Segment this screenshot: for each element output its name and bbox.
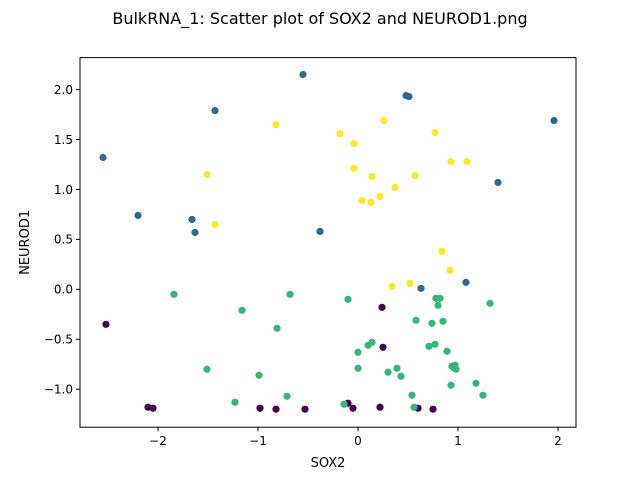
x-tick-label: −1	[249, 434, 267, 448]
x-tick-label: 0	[354, 434, 362, 448]
scatter-point	[429, 405, 437, 413]
scatter-point	[384, 368, 392, 376]
scatter-point	[231, 398, 239, 406]
y-axis: −1.0 −0.5 0.0 0.5 1.0 1.5 2.0	[44, 83, 80, 397]
scatter-point	[354, 364, 362, 372]
x-tick-label: −2	[149, 434, 167, 448]
scatter-point	[99, 153, 107, 162]
y-tick-label: −0.5	[44, 333, 73, 347]
scatter-point	[406, 279, 414, 287]
scatter-point	[272, 120, 280, 129]
y-tick-label: 0.0	[54, 283, 73, 297]
scatter-point	[149, 404, 157, 412]
points-layer	[99, 70, 558, 413]
scatter-point	[425, 342, 433, 350]
scatter-point	[378, 303, 386, 311]
x-tick-label: 2	[554, 434, 562, 448]
y-tick-label: 2.0	[54, 83, 73, 97]
scatter-point	[316, 227, 324, 236]
scatter-point	[301, 405, 309, 413]
scatter-point	[344, 295, 352, 303]
scatter-point	[405, 92, 413, 101]
scatter-point	[550, 116, 558, 125]
scatter-point	[368, 172, 376, 181]
scatter-point	[486, 299, 494, 307]
scatter-point	[447, 381, 455, 389]
scatter-point	[494, 178, 502, 187]
scatter-point	[408, 391, 416, 399]
scatter-point	[391, 183, 399, 192]
scatter-point	[446, 266, 454, 274]
scatter-point	[479, 391, 487, 399]
scatter-point	[388, 282, 396, 290]
scatter-point	[299, 70, 307, 79]
scatter-point	[462, 278, 470, 286]
scatter-point	[102, 320, 110, 328]
scatter-point	[380, 116, 388, 125]
y-tick-label: 1.0	[54, 183, 73, 197]
y-axis-label: NEUROD1	[18, 210, 33, 275]
x-axis-label: SOX2	[311, 456, 346, 471]
y-tick-label: 1.5	[54, 133, 73, 147]
scatter-point	[431, 128, 439, 137]
scatter-point	[379, 343, 387, 351]
x-axis: −2 −1 0 1 2	[149, 427, 562, 448]
scatter-point	[368, 338, 376, 346]
scatter-point	[411, 171, 419, 180]
scatter-point	[434, 301, 442, 309]
scatter-point	[273, 324, 281, 332]
scatter-point	[463, 157, 471, 166]
scatter-point	[439, 317, 447, 325]
scatter-point	[191, 228, 199, 237]
scatter-point	[417, 284, 425, 292]
scatter-point	[349, 404, 357, 412]
scatter-point	[211, 220, 219, 229]
scatter-point	[443, 347, 451, 355]
scatter-point	[410, 403, 418, 411]
scatter-point	[272, 405, 280, 413]
scatter-point	[256, 404, 264, 412]
scatter-point	[211, 106, 219, 115]
x-tick-label: 1	[454, 434, 462, 448]
scatter-point	[170, 290, 178, 298]
scatter-point	[376, 403, 384, 411]
scatter-point	[238, 306, 246, 314]
scatter-point	[428, 319, 436, 327]
scatter-point	[203, 365, 211, 373]
scatter-point	[431, 340, 439, 348]
scatter-point	[358, 196, 366, 205]
plot-frame	[79, 57, 577, 428]
scatter-point	[286, 290, 294, 298]
scatter-point	[350, 164, 358, 173]
chart-title: BulkRNA_1: Scatter plot of SOX2 and NEUR…	[112, 9, 527, 29]
scatter-point	[283, 392, 291, 400]
scatter-point	[134, 211, 142, 220]
scatter-point	[447, 157, 455, 166]
scatter-point	[203, 170, 211, 179]
scatter-point	[472, 379, 480, 387]
scatter-point	[354, 348, 362, 356]
scatter-point	[350, 139, 358, 148]
y-tick-label: 0.5	[54, 233, 73, 247]
scatter-point	[376, 192, 384, 201]
scatter-point	[336, 129, 344, 138]
scatter-point	[438, 247, 446, 255]
scatter-point	[412, 316, 420, 324]
scatter-point	[367, 198, 375, 207]
scatter-point	[340, 400, 348, 408]
scatter-point	[452, 365, 460, 373]
y-tick-label: −1.0	[44, 383, 73, 397]
scatter-point	[393, 364, 401, 372]
scatter-point	[436, 294, 444, 302]
scatter-point	[188, 215, 196, 224]
scatter-point	[255, 371, 263, 379]
scatter-point	[397, 372, 405, 380]
